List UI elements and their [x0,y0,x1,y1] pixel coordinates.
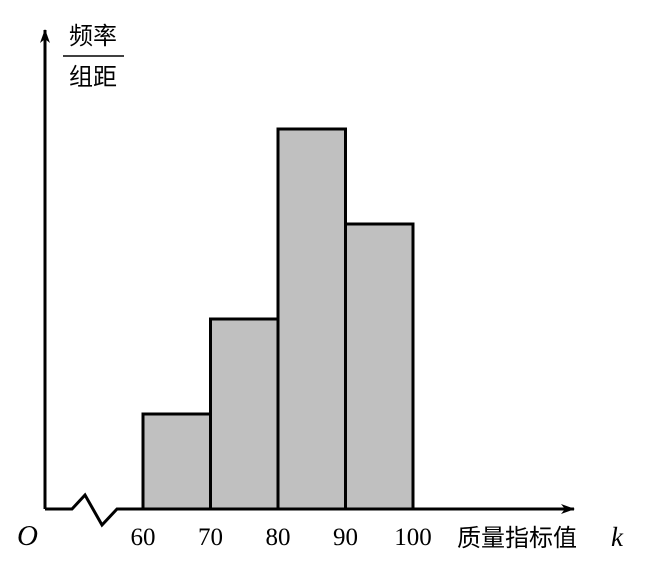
histogram-bar-80-90 [276,127,347,511]
x-axis-variable: k [611,522,624,552]
x-tick-label-90: 90 [333,524,358,551]
x-axis-label: 质量指标值 [457,524,577,552]
x-tick-label-70: 70 [198,524,223,551]
x-tick-labels: 60 70 80 90 100 [131,524,432,551]
bars-group [141,127,415,511]
y-label-numerator: 频率 [69,22,117,50]
histogram-bar-90-100 [344,222,415,511]
origin-label: O [17,520,38,552]
histogram-bar-70-80 [209,317,280,511]
histogram-bar-60-70 [141,412,212,511]
x-tick-label-100: 100 [394,524,432,551]
y-label-denominator: 组距 [69,63,117,91]
x-axis [45,492,575,528]
x-tick-label-80: 80 [266,524,291,551]
x-tick-label-60: 60 [131,524,156,551]
